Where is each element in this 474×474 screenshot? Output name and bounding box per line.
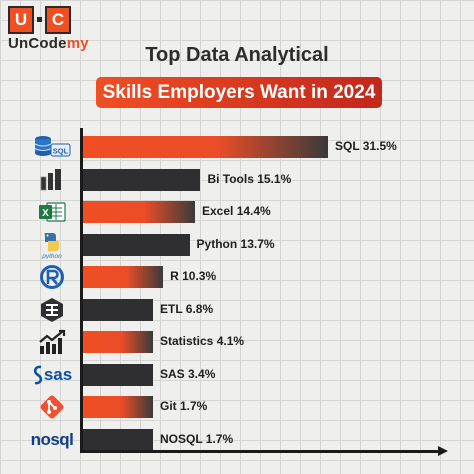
bar-row-excel: X Excel 14.4% bbox=[0, 201, 474, 223]
bar-data-label: Git 1.7% bbox=[160, 399, 208, 413]
bar-data-label: NOSQL 1.7% bbox=[160, 431, 234, 446]
bar-data-label: Bi Tools 15.1% bbox=[207, 171, 292, 186]
git-icon bbox=[30, 393, 74, 421]
logo-dot bbox=[37, 17, 42, 22]
bar-data-label: SQL 31.5% bbox=[335, 139, 397, 153]
bar-data-label: Python 13.7% bbox=[196, 236, 275, 251]
y-axis-line bbox=[80, 128, 83, 453]
logo-letter-u: U bbox=[8, 6, 34, 34]
bar-row-git: Git 1.7% bbox=[0, 393, 474, 421]
bar-row-sas: sas SAS 3.4% bbox=[0, 361, 474, 389]
bar-data-label: SAS 3.4% bbox=[160, 366, 216, 381]
chart-title-line1: Top Data Analytical bbox=[145, 44, 329, 66]
bar-row-bi-tools: Bi Tools 15.1% bbox=[0, 166, 474, 194]
nosql-icon: nosql bbox=[30, 426, 74, 454]
bar bbox=[83, 298, 153, 321]
bar-row-nosql: nosql NOSQL 1.7% bbox=[0, 426, 474, 454]
bar bbox=[83, 168, 201, 191]
svg-text:SQL: SQL bbox=[53, 147, 69, 156]
bar bbox=[83, 428, 153, 451]
bar bbox=[83, 266, 164, 288]
bar-row-etl: ETL 6.8% bbox=[0, 296, 474, 324]
bar-data-label: Statistics 4.1% bbox=[160, 334, 245, 348]
bar bbox=[83, 201, 195, 223]
sas-icon-text: sas bbox=[43, 364, 73, 384]
bar-data-label: R 10.3% bbox=[170, 269, 217, 283]
nosql-icon-text: nosql bbox=[30, 429, 74, 449]
logo-wordmark: UnCodemy bbox=[8, 35, 100, 52]
bar-row-r: R 10.3% bbox=[0, 263, 474, 291]
bar bbox=[83, 233, 190, 256]
logo-wordmark-part2: my bbox=[66, 35, 89, 52]
logo-mark: U C bbox=[8, 6, 100, 34]
bar-row-sql: SQL SQL 31.5% bbox=[0, 136, 474, 158]
x-axis-arrow bbox=[438, 446, 448, 456]
chart-title-line2: Skills Employers Want in 2024 bbox=[96, 77, 382, 108]
bar-row-python: python Python 13.7% bbox=[0, 231, 474, 259]
bar bbox=[83, 331, 153, 353]
uncodemy-logo: U C UnCodemy bbox=[8, 6, 100, 52]
svg-text:X: X bbox=[42, 208, 49, 219]
bar-data-label: ETL 6.8% bbox=[160, 301, 214, 316]
etl-icon bbox=[30, 296, 74, 324]
bar bbox=[83, 396, 153, 418]
svg-text:python: python bbox=[41, 253, 62, 259]
statistics-chart-icon bbox=[30, 328, 74, 356]
bar-row-statistics: Statistics 4.1% bbox=[0, 328, 474, 356]
logo-wordmark-part1: UnCode bbox=[8, 35, 67, 52]
bar bbox=[83, 136, 328, 158]
r-icon bbox=[30, 263, 74, 291]
sas-icon: sas bbox=[30, 361, 74, 389]
bar-data-label: Excel 14.4% bbox=[202, 204, 271, 218]
python-icon: python bbox=[30, 231, 74, 259]
sql-database-icon: SQL bbox=[30, 133, 74, 161]
excel-icon: X bbox=[30, 198, 74, 226]
x-axis-line bbox=[80, 450, 443, 453]
logo-letter-c: C bbox=[45, 6, 71, 34]
power-bi-icon bbox=[30, 166, 74, 194]
bar bbox=[83, 363, 153, 386]
